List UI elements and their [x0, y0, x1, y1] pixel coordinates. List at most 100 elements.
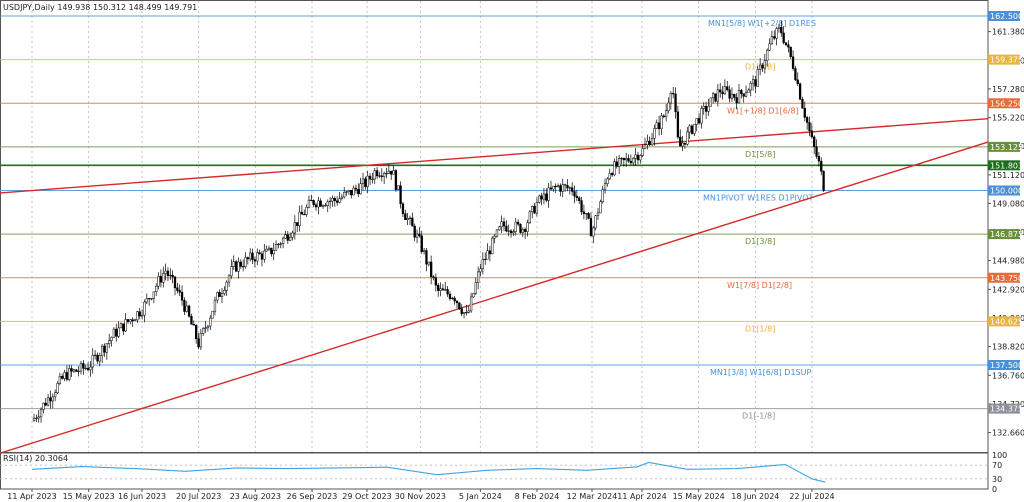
candle-body: [575, 195, 579, 199]
candle-body: [115, 328, 118, 337]
candle-body: [206, 325, 210, 329]
candle: [115, 323, 118, 342]
candle-body: [681, 142, 684, 147]
candle: [404, 209, 407, 220]
candle: [129, 319, 132, 325]
candle-body: [418, 233, 421, 237]
candle: [770, 30, 774, 45]
candle: [145, 293, 148, 305]
candle: [639, 154, 642, 164]
candle-body: [37, 416, 40, 419]
candle-body: [152, 291, 155, 299]
candle: [162, 266, 165, 288]
candle-body: [143, 301, 146, 316]
candle: [312, 199, 315, 208]
candle-body: [352, 187, 355, 196]
candle: [432, 275, 435, 281]
price-tag-text: 137.500: [990, 361, 1023, 370]
price-tag-bg: [988, 160, 1020, 171]
candle: [751, 75, 755, 91]
candle-body: [89, 366, 92, 371]
candle-body: [199, 333, 202, 348]
time-tick-label: 16 Jun 2023: [118, 492, 166, 501]
candle-body: [566, 185, 569, 189]
candle-body: [249, 252, 252, 260]
candle-body: [35, 417, 38, 419]
candle-body: [798, 83, 802, 100]
candle: [58, 372, 62, 386]
candle: [230, 259, 233, 279]
candle-body: [354, 187, 358, 190]
candle: [723, 79, 727, 95]
candle-body: [244, 257, 247, 267]
candle: [669, 91, 673, 110]
candle-body: [601, 189, 604, 203]
level-label: D1[5/8]: [745, 150, 775, 159]
price-tick-label: 149.080: [992, 199, 1024, 208]
candle: [110, 336, 113, 347]
candle-body: [679, 136, 682, 147]
candle-body: [582, 211, 586, 214]
candle-body: [458, 302, 461, 310]
rsi-label: RSI(14) 20.3064: [3, 454, 68, 463]
candle: [460, 304, 463, 317]
candle-body: [563, 184, 567, 186]
candle: [166, 267, 170, 282]
price-tag-bg: [988, 185, 1020, 196]
candle-body: [733, 93, 736, 98]
candle-body: [373, 170, 376, 180]
candle-body: [397, 185, 400, 190]
candle: [366, 170, 369, 194]
candle: [582, 204, 586, 220]
candle-body: [806, 117, 809, 123]
candle-body: [568, 187, 571, 189]
candle-body: [112, 328, 116, 338]
candle-body: [314, 204, 318, 208]
candle: [707, 98, 710, 116]
candle: [803, 101, 806, 122]
candle-body: [693, 124, 696, 134]
candle-body: [227, 275, 231, 283]
price-tick-label: 157.280: [992, 85, 1024, 94]
candle-body: [545, 193, 548, 201]
level-label: D1[1/8]: [745, 324, 775, 333]
candle-body: [408, 217, 412, 219]
candle: [392, 165, 395, 175]
candle: [371, 172, 374, 184]
candle-body: [108, 340, 111, 345]
candle: [289, 232, 292, 242]
candle: [759, 58, 762, 76]
candle: [251, 248, 254, 264]
candle-body: [502, 221, 506, 227]
candle: [427, 261, 430, 267]
candle: [234, 260, 238, 273]
candle-body: [674, 93, 677, 113]
price-tag-text: 134.375: [990, 405, 1023, 414]
candle: [105, 343, 108, 360]
candle: [54, 389, 57, 402]
candle: [726, 80, 729, 92]
candle: [822, 170, 825, 193]
candle: [521, 227, 524, 238]
candle: [399, 181, 402, 209]
candle: [798, 82, 802, 101]
candle: [171, 270, 174, 284]
candle-body: [437, 284, 440, 291]
candle: [580, 196, 583, 215]
candle: [545, 188, 548, 203]
candle: [42, 402, 45, 414]
candle: [72, 368, 76, 373]
candle: [364, 176, 367, 190]
candle: [122, 323, 125, 336]
candle-body: [202, 328, 205, 334]
candle: [35, 414, 38, 423]
candle: [815, 139, 818, 159]
candle: [648, 136, 651, 146]
candle-body: [665, 110, 668, 117]
candle-body: [192, 324, 195, 326]
candle: [810, 123, 814, 139]
candle: [357, 183, 360, 198]
candle: [77, 365, 80, 377]
candle: [406, 212, 409, 226]
